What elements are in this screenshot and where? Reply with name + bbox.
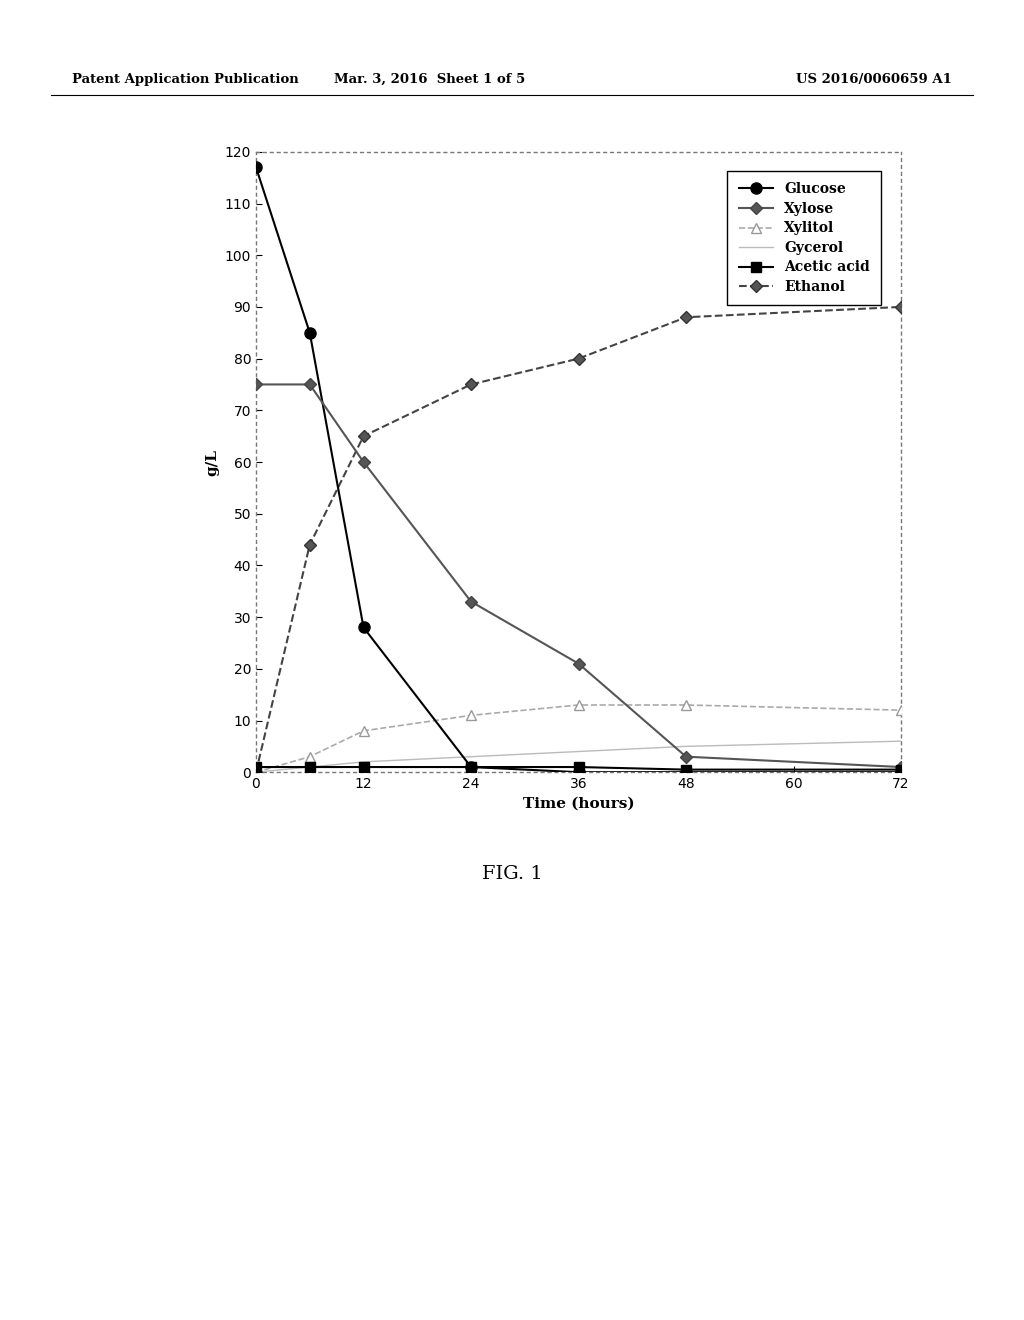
Text: Mar. 3, 2016  Sheet 1 of 5: Mar. 3, 2016 Sheet 1 of 5 xyxy=(335,73,525,86)
Y-axis label: g/L: g/L xyxy=(205,449,219,475)
Text: Patent Application Publication: Patent Application Publication xyxy=(72,73,298,86)
X-axis label: Time (hours): Time (hours) xyxy=(522,796,635,810)
Text: US 2016/0060659 A1: US 2016/0060659 A1 xyxy=(797,73,952,86)
Text: FIG. 1: FIG. 1 xyxy=(481,865,543,883)
Legend: Glucose, Xylose, Xylitol, Gycerol, Acetic acid, Ethanol: Glucose, Xylose, Xylitol, Gycerol, Aceti… xyxy=(727,172,882,305)
